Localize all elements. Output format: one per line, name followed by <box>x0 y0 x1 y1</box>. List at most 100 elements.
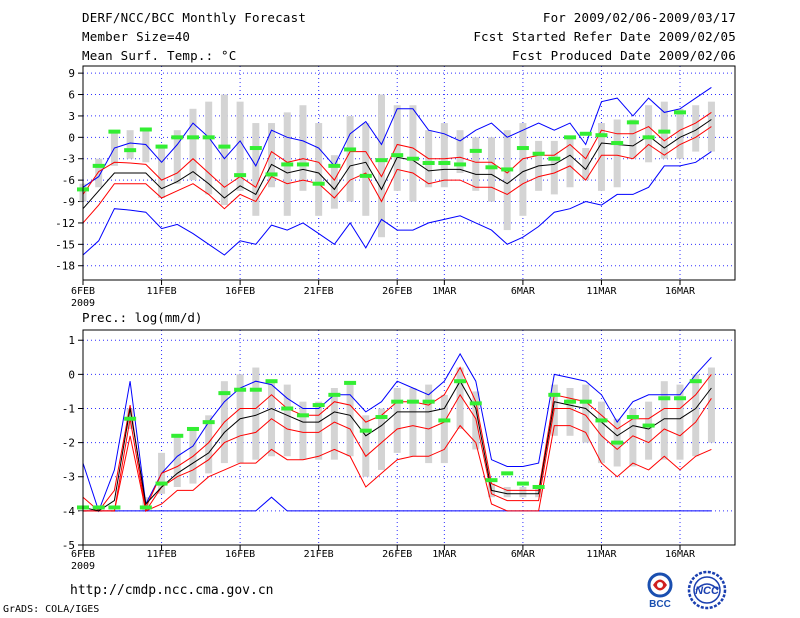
temperature-ytick-label: 9 <box>68 67 75 80</box>
precipitation-spread-box <box>645 401 653 460</box>
precipitation-obs-marker <box>485 478 498 483</box>
precipitation-obs-marker <box>658 396 671 401</box>
precipitation-xtick-label: 16MAR <box>665 549 696 560</box>
precipitation-ytick-label: -1 <box>62 402 75 415</box>
precipitation-spread-box <box>566 388 574 436</box>
precipitation-spread-box <box>582 384 590 443</box>
temperature-ytick-label: -6 <box>62 174 75 187</box>
precipitation-spread-box <box>173 435 181 487</box>
ncc-logo-text: NCC <box>695 585 720 597</box>
temperature-obs-marker <box>124 148 137 153</box>
precipitation-ytick-label: -3 <box>62 471 75 484</box>
temperature-spread-box <box>456 130 464 173</box>
precipitation-ytick-label: 0 <box>68 368 75 381</box>
precipitation-obs-marker <box>454 379 467 384</box>
precipitation-obs-marker <box>611 440 624 445</box>
precipitation-xtick-label: 11MAR <box>586 549 617 560</box>
precipitation-xtick-label: 1MAR <box>432 549 457 560</box>
temperature-obs-marker <box>359 173 372 178</box>
temperature-spread-box <box>440 123 448 188</box>
temperature-obs-marker <box>658 129 671 134</box>
temperature-obs-marker <box>344 147 357 152</box>
temperature-obs-marker <box>501 167 514 172</box>
precipitation-spread-box <box>629 408 637 467</box>
precipitation-obs-marker <box>391 399 404 404</box>
temperature-obs-marker <box>234 173 247 178</box>
precipitation-obs-marker <box>406 399 419 404</box>
temperature-ytick-label: -15 <box>55 238 75 251</box>
temperature-xtick-label: 16MAR <box>665 286 696 297</box>
forecast-started-date: Fcst Started Refer Date 2009/02/05 <box>473 29 736 44</box>
precipitation-max-line <box>82 352 712 513</box>
precipitation-obs-marker <box>548 392 561 397</box>
temperature-spread-box <box>676 108 684 159</box>
precipitation-obs-marker <box>296 413 309 418</box>
temperature-spread-box <box>346 115 354 202</box>
precipitation-lower-line <box>83 424 712 512</box>
temperature-obs-marker <box>595 133 608 138</box>
temperature-spread-box <box>95 158 103 188</box>
precipitation-xtick-label: 16FEB <box>225 549 255 560</box>
precipitation-obs-marker <box>92 505 105 510</box>
temperature-year-label: 2009 <box>71 298 95 309</box>
temperature-ytick-label: 3 <box>68 110 75 123</box>
precipitation-obs-marker <box>564 399 577 404</box>
precip-title: Prec.: log(mm/d) <box>82 310 202 325</box>
precipitation-obs-marker <box>344 380 357 385</box>
precipitation-obs-marker <box>139 505 152 510</box>
precipitation-xtick-label: 21FEB <box>304 549 334 560</box>
temperature-obs-marker <box>155 144 168 149</box>
temperature-xtick-label: 6MAR <box>511 286 536 297</box>
precipitation-ytick-label: 1 <box>68 334 75 347</box>
temperature-spread-box <box>487 137 495 202</box>
temperature-spread-box <box>503 130 511 231</box>
temperature-xtick-label: 26FEB <box>382 286 412 297</box>
temperature-max-line <box>82 151 712 256</box>
precipitation-obs-marker <box>328 392 341 397</box>
temperature-obs-marker <box>312 181 325 186</box>
temperature-spread-box <box>252 123 260 216</box>
precipitation-frame <box>82 329 736 546</box>
temperature-obs-marker <box>674 110 687 115</box>
temperature-xtick-label: 1MAR <box>432 286 457 297</box>
precipitation-obs-marker <box>422 399 435 404</box>
temperature-obs-marker <box>296 162 309 167</box>
precipitation-obs-marker <box>469 401 482 406</box>
precipitation-obs-marker <box>218 391 231 396</box>
precipitation-obs-marker <box>532 484 545 489</box>
temperature-spread-box <box>158 144 166 198</box>
precipitation-spread-box <box>283 384 291 457</box>
temperature-min-line <box>82 86 712 188</box>
temperature-obs-marker <box>564 135 577 140</box>
temperature-obs-marker <box>579 131 592 136</box>
temperature-obs-marker <box>281 162 294 167</box>
precipitation-obs-marker <box>626 415 639 420</box>
temperature-spread-box <box>378 94 386 238</box>
forecast-produced-date: Fcst Produced Date 2009/02/06 <box>511 48 736 63</box>
temperature-spread-box <box>236 101 244 191</box>
temperature-obs-marker <box>328 163 341 168</box>
temperature-spread-box <box>519 123 527 216</box>
temperature-spread-box <box>629 119 637 159</box>
temperature-ytick-label: -9 <box>62 196 75 209</box>
temperature-spread-box <box>393 105 401 191</box>
temperature-mean-line <box>82 119 712 210</box>
precipitation-year-label: 2009 <box>71 561 95 572</box>
temperature-spread-box <box>173 130 181 184</box>
temperature-obs-marker <box>422 161 435 166</box>
temperature-obs-marker <box>438 161 451 166</box>
temperature-ytick-label: 0 <box>68 131 75 144</box>
precipitation-spread-box <box>252 367 260 460</box>
footer-url[interactable]: http://cmdp.ncc.cma.gov.cn <box>70 583 274 598</box>
precipitation-spread-box <box>597 401 605 464</box>
temperature-obs-marker <box>249 146 262 151</box>
temperature-obs-marker <box>516 146 529 151</box>
precipitation-obs-marker <box>642 423 655 428</box>
temperature-ytick-label: -12 <box>55 217 75 230</box>
temperature-spread-box <box>613 119 621 188</box>
precipitation-spread-box <box>378 408 386 470</box>
precipitation-spread-box <box>409 388 417 457</box>
precipitation-obs-marker <box>155 481 168 486</box>
temperature-spread-box <box>205 101 213 195</box>
temperature-ytick-label: -3 <box>62 153 75 166</box>
